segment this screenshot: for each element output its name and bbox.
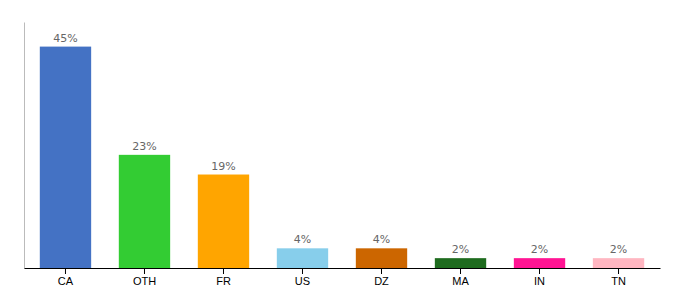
x-tick-mark — [381, 268, 382, 274]
bar — [356, 248, 407, 268]
plot-area: CA OTH FR US DZ MA IN TN 45% 23% 19% 4% 4% 2% 2% 2% — [25, 23, 661, 287]
x-tick-label: TN — [611, 275, 626, 287]
y-axis — [24, 23, 25, 269]
x-tick-label: FR — [216, 275, 231, 287]
x-tick: US — [295, 268, 310, 287]
bar — [435, 258, 486, 268]
chart-container: CA OTH FR US DZ MA IN TN 45% 23% 19% 4% 4% 2% 2% 2% — [0, 0, 680, 300]
x-tick-mark — [223, 268, 224, 274]
bar — [40, 47, 91, 268]
x-tick: DZ — [374, 268, 389, 287]
x-tick: IN — [534, 268, 545, 287]
x-tick-mark — [65, 268, 66, 274]
data-label: 2% — [610, 243, 627, 256]
x-tick-mark — [144, 268, 145, 274]
data-label: 2% — [531, 243, 548, 256]
x-tick: MA — [452, 268, 469, 287]
x-tick-label: CA — [58, 275, 74, 287]
chart-svg: CA OTH FR US DZ MA IN TN 45% 23% 19% 4% 4% 2% 2% 2% — [0, 0, 680, 300]
y-axis-line — [24, 23, 25, 269]
x-tick-label: MA — [452, 275, 469, 287]
x-tick-label: IN — [534, 275, 545, 287]
bar — [277, 248, 328, 268]
data-label: 4% — [373, 233, 390, 246]
data-label: 2% — [452, 243, 469, 256]
x-tick-label: DZ — [374, 275, 389, 287]
x-tick: CA — [58, 268, 74, 287]
data-label: 4% — [294, 233, 311, 246]
data-label: 23% — [132, 140, 156, 153]
data-label: 19% — [211, 160, 235, 173]
bars — [40, 47, 644, 268]
x-tick-label: OTH — [133, 275, 156, 287]
x-axis: CA OTH FR US DZ MA IN TN — [25, 268, 661, 287]
x-tick: OTH — [133, 268, 156, 287]
x-tick: TN — [611, 268, 626, 287]
bar — [119, 155, 170, 268]
x-tick-mark — [618, 268, 619, 274]
x-tick: FR — [216, 268, 231, 287]
bar — [514, 258, 565, 268]
x-tick-mark — [539, 268, 540, 274]
data-label: 45% — [53, 32, 77, 45]
x-tick-mark — [460, 268, 461, 274]
bar — [198, 175, 249, 268]
x-tick-label: US — [295, 275, 310, 287]
x-tick-mark — [302, 268, 303, 274]
x-axis-line — [25, 268, 661, 269]
bar — [593, 258, 644, 268]
data-labels: 45% 23% 19% 4% 4% 2% 2% 2% — [53, 32, 627, 257]
